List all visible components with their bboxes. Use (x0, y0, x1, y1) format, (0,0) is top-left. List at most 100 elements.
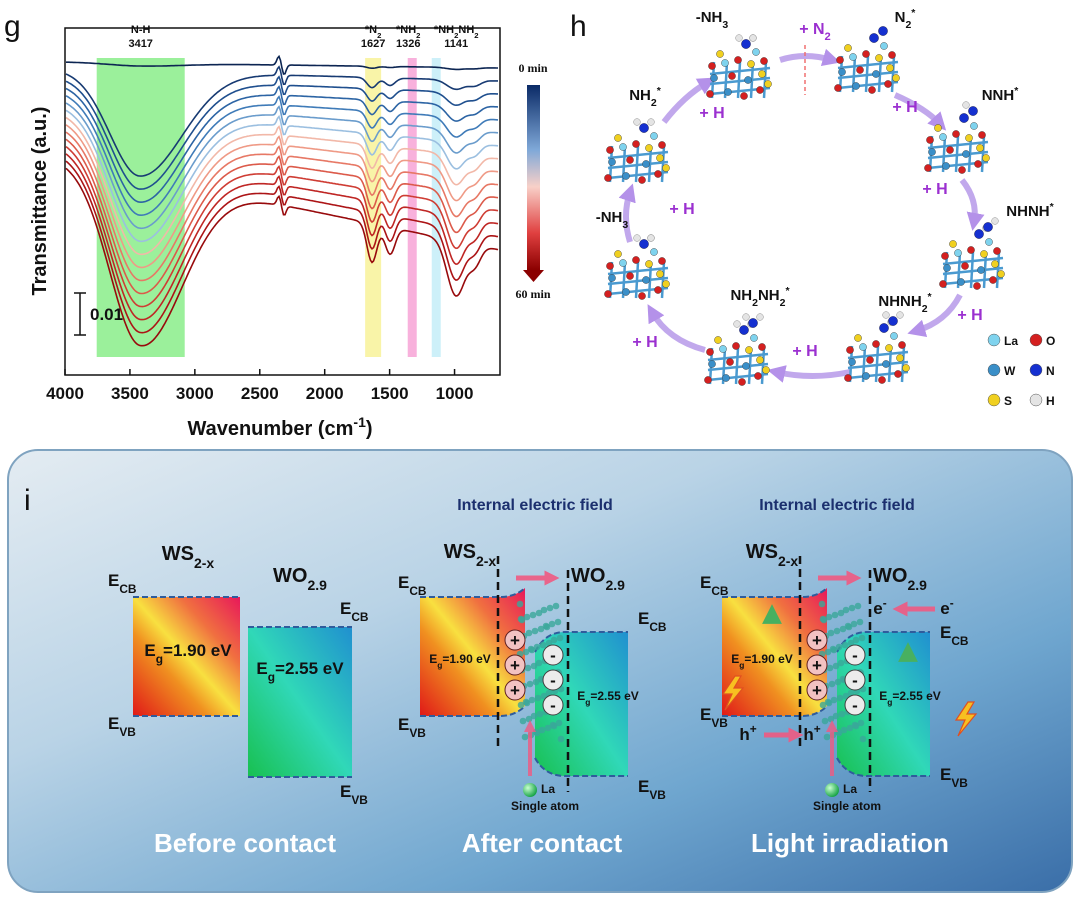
bond (660, 145, 666, 183)
field-label: Internal electric field (759, 497, 915, 514)
interface-atom (540, 606, 548, 614)
interface-atom (552, 602, 560, 610)
band-edge-label: EVB (700, 705, 728, 730)
atom (879, 323, 889, 333)
band-edge-label: EVB (398, 715, 426, 740)
atom (894, 370, 902, 378)
step-label: + H (669, 201, 694, 218)
species-label-part: 3 (622, 219, 628, 231)
atom (859, 343, 867, 351)
band-gap-label: Eg=1.90 eV (731, 652, 793, 670)
interface-atom (533, 643, 541, 651)
atom (740, 92, 748, 100)
atom (733, 320, 741, 328)
legend-swatch (987, 333, 1001, 347)
band-label-part: 2 (454, 31, 458, 40)
interface-atom (529, 611, 537, 619)
legend-label: O (1046, 334, 1055, 348)
atom (647, 234, 655, 242)
atom (875, 54, 883, 62)
bond (634, 145, 640, 183)
atom (604, 290, 612, 298)
carrier-label-part: e (940, 599, 949, 618)
atom (654, 286, 662, 294)
band-edge-label: EVB (638, 777, 666, 802)
atom (872, 70, 880, 78)
atom (728, 72, 736, 80)
atom (958, 166, 966, 174)
material-label-part: 2-x (778, 553, 798, 569)
interface-atom (851, 721, 859, 729)
interface-atom (556, 634, 564, 642)
legend-swatch (987, 363, 1001, 377)
band-position: 1141 (444, 38, 468, 50)
catalyst-model (844, 311, 910, 384)
step-label: + H (892, 99, 917, 116)
spectrum (65, 124, 499, 269)
atom (764, 80, 772, 88)
species-label-part: 2 (780, 297, 786, 309)
species-label: -NH3 (696, 9, 729, 31)
bond (954, 135, 960, 173)
bond (995, 251, 1001, 289)
atom (632, 256, 640, 264)
x-tick-label: 2000 (306, 384, 344, 403)
atom (997, 270, 1005, 278)
band-edge-label-part: CB (649, 620, 667, 634)
atom (869, 33, 879, 43)
atom (939, 133, 947, 141)
interface-atom (530, 712, 538, 720)
band-edge-label-part: E (638, 609, 649, 628)
material-label-part: 2-x (476, 553, 496, 569)
material-label: WS2-x (746, 541, 799, 569)
interface-atom (544, 724, 552, 732)
species-label: N2* (895, 7, 917, 31)
interface-atom (537, 625, 545, 633)
atom (645, 144, 653, 152)
atom (934, 124, 942, 132)
atom (742, 362, 750, 370)
atom (977, 266, 985, 274)
band-gap-label: Eg=1.90 eV (144, 641, 232, 666)
material-label: WO2.9 (273, 565, 327, 593)
band-label: *NH2 (396, 24, 420, 40)
interface-atom (532, 728, 540, 736)
reaction-arrow (893, 92, 947, 131)
atom (973, 282, 981, 290)
carrier-label: h+ (739, 722, 756, 744)
band-gap-label-part: E (144, 641, 155, 660)
band-gap-label-part: E (879, 689, 887, 703)
band-edge-label-part: VB (649, 788, 666, 802)
atom (654, 170, 662, 178)
carrier-label-part: + (814, 722, 821, 736)
band-edge-label-part: VB (119, 725, 136, 739)
step-label-part: + H (892, 99, 917, 116)
step-label-part: + H (632, 334, 657, 351)
catalyst-model (604, 118, 670, 184)
charge (542, 669, 564, 691)
band-label-part: 2 (377, 31, 381, 40)
charge (504, 629, 526, 651)
band-edge-label: ECB (340, 599, 369, 624)
band-edge-label-part: E (108, 714, 119, 733)
colorbar-label: 0 min (518, 61, 547, 75)
atom (614, 250, 622, 258)
atom (890, 332, 898, 340)
interface-atom (852, 636, 860, 644)
atom (754, 372, 762, 380)
interface-atom (846, 724, 854, 732)
carrier-label: e- (940, 596, 953, 618)
atom (706, 90, 714, 98)
interface-atom (840, 726, 848, 734)
legend-swatch (1029, 363, 1043, 377)
atom (886, 64, 894, 72)
band-edge-label-part: E (700, 573, 711, 592)
charge-sign: + (812, 656, 822, 675)
band-label-part: 2 (474, 31, 478, 40)
atom (888, 51, 896, 59)
spectrum (65, 131, 499, 282)
interface-atom (854, 602, 862, 610)
atom (756, 86, 764, 94)
charge (806, 654, 828, 676)
interface-atom (531, 627, 539, 635)
